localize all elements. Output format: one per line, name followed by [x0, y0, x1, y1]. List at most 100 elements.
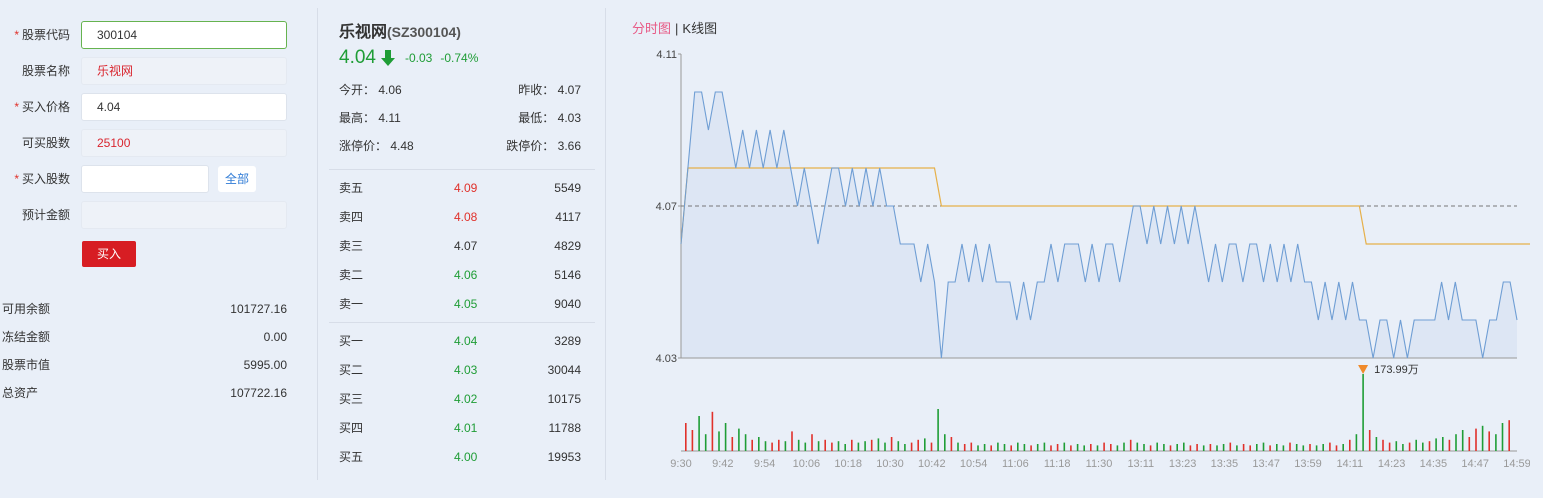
volume-bar — [1056, 444, 1059, 451]
volume-bar — [1402, 444, 1404, 451]
current-price: 4.04 — [339, 47, 376, 68]
account-value: 107722.16 — [230, 386, 287, 400]
volume-bar — [1375, 437, 1378, 451]
level-name: 买三 — [339, 392, 364, 406]
level-price: 4.07 — [454, 239, 478, 253]
tab-kline[interactable]: K线图 — [682, 21, 718, 36]
volume-bar — [1289, 442, 1291, 451]
volume-bar — [1229, 442, 1232, 451]
volume-bar — [1435, 438, 1437, 451]
x-tick-label: 14:59 — [1503, 458, 1530, 470]
low-label: 最低： — [518, 111, 555, 125]
available-shares-field: 25100 — [81, 129, 287, 157]
volume-bar — [1050, 445, 1052, 451]
volume-bar — [877, 438, 880, 451]
volume-bar — [811, 434, 813, 451]
account-row: 总资产 107722.16 — [0, 383, 287, 403]
buy-price-input[interactable]: 4.04 — [81, 93, 287, 121]
volume-bar — [1329, 442, 1331, 451]
volume-bar — [1043, 442, 1046, 451]
x-tick-label: 13:11 — [1127, 458, 1154, 470]
volume-bar — [1315, 445, 1318, 451]
volume-bar — [1388, 442, 1391, 451]
code-label: * 股票代码 — [14, 28, 70, 42]
buy-quantity-input[interactable] — [81, 165, 209, 193]
level-qty: 3289 — [554, 334, 581, 348]
avail-label: 可买股数 — [21, 136, 70, 150]
volume-bar — [1322, 444, 1324, 451]
level-price: 4.09 — [454, 181, 478, 195]
x-tick-label: 9:54 — [754, 458, 775, 470]
volume-bar — [1335, 445, 1338, 451]
limit-up-value: 4.48 — [390, 139, 414, 153]
volume-bar — [698, 416, 700, 451]
order-form-panel: * 股票代码 300104 股票名称 乐视网 * 买入价格 4.04 可买股数 25… — [0, 0, 300, 498]
volume-bar — [711, 411, 714, 451]
volume-bar — [1495, 434, 1497, 451]
order-book-sell-row: 卖三 4.07 4829 — [339, 236, 581, 256]
volume-bar — [797, 439, 800, 451]
high-value: 4.11 — [378, 111, 401, 125]
order-book-buy-row: 买三 4.02 10175 — [339, 389, 581, 409]
volume-bar — [1123, 442, 1125, 451]
tab-separator: | — [675, 21, 679, 36]
limit-down-value: 3.66 — [557, 139, 581, 153]
account-value: 5995.00 — [243, 358, 287, 372]
order-book-sell-row: 卖一 4.05 9040 — [339, 294, 581, 314]
volume-bar — [1030, 445, 1032, 451]
volume-bar — [917, 439, 919, 451]
volume-bar — [1189, 445, 1192, 451]
volume-bar — [1090, 444, 1092, 451]
all-button[interactable]: 全部 — [218, 166, 256, 192]
volume-bar — [897, 441, 900, 451]
volume-bar — [1222, 444, 1225, 451]
level-qty: 4829 — [554, 239, 581, 253]
volume-bar — [1169, 445, 1172, 451]
x-tick-label: 10:30 — [876, 458, 904, 470]
buy-button[interactable]: 买入 — [82, 241, 136, 267]
volume-bar — [718, 431, 720, 451]
volume-bar — [1428, 441, 1431, 451]
volume-bar — [1110, 444, 1112, 451]
volume-bar — [884, 442, 886, 451]
x-tick-label: 14:35 — [1420, 458, 1448, 470]
open-label: 今开： — [339, 83, 376, 97]
volume-bar — [983, 444, 986, 451]
panel-divider — [317, 8, 318, 480]
volume-bar — [744, 434, 747, 451]
account-label: 可用余额 — [2, 302, 51, 316]
y-tick-label: 4.03 — [656, 353, 677, 365]
level-name: 买五 — [339, 450, 364, 464]
stock-code-input[interactable]: 300104 — [81, 21, 287, 49]
volume-bar — [1017, 442, 1019, 451]
volume-bar — [1422, 442, 1424, 451]
level-price: 4.04 — [454, 334, 478, 348]
volume-bar — [997, 442, 999, 451]
volume-bar — [791, 431, 793, 451]
volume-bar — [1501, 423, 1504, 451]
tab-intraday[interactable]: 分时图 — [632, 21, 672, 36]
order-book-sell-row: 卖二 4.06 5146 — [339, 265, 581, 285]
volume-bar — [1475, 428, 1477, 451]
volume-bar — [977, 445, 979, 451]
volume-bar — [704, 434, 707, 451]
price-change-pct: -0.74% — [440, 51, 479, 65]
low-value: 4.03 — [557, 111, 581, 125]
level-qty: 11788 — [548, 421, 581, 435]
volume-bar — [963, 444, 966, 451]
account-row: 冻结金额 0.00 — [0, 327, 287, 347]
volume-bar — [1442, 437, 1444, 451]
volume-bar — [1083, 445, 1085, 451]
volume-bar — [1415, 439, 1417, 451]
volume-bar — [1010, 445, 1012, 451]
level-name: 买二 — [339, 363, 364, 377]
level-qty: 30044 — [547, 363, 581, 377]
volume-bar — [1256, 444, 1258, 451]
volume-bar — [1216, 445, 1218, 451]
level-name: 买一 — [339, 334, 364, 348]
volume-bar — [1269, 445, 1271, 451]
volume-bar — [831, 442, 833, 451]
volume-bar — [1302, 445, 1305, 451]
level-name: 卖一 — [339, 297, 364, 311]
volume-bar — [990, 445, 992, 451]
